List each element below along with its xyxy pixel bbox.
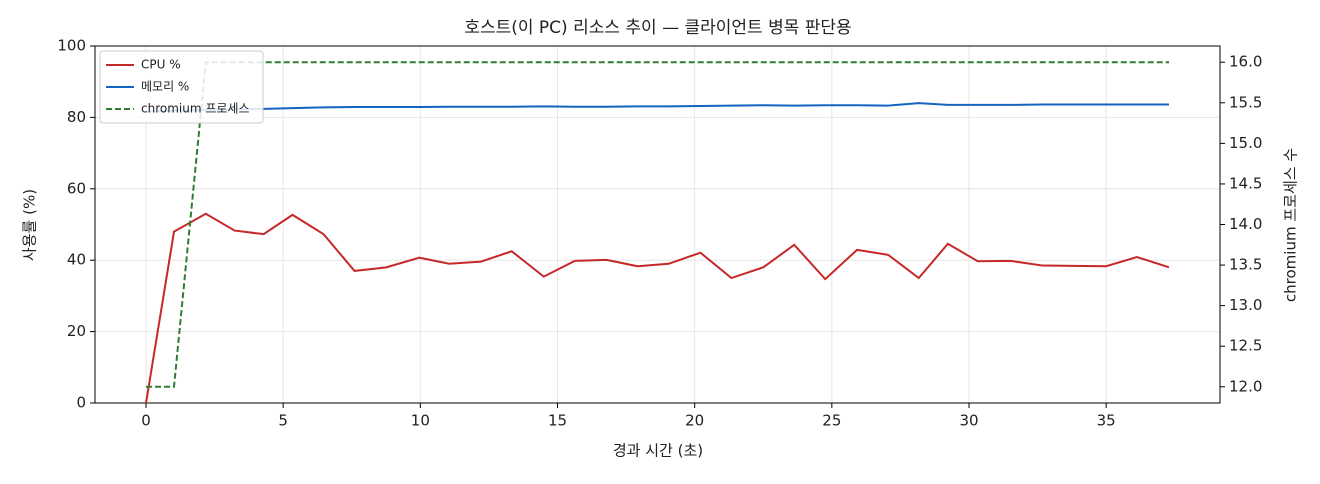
legend-label: chromium 프로세스 [141, 102, 250, 116]
x-tick-label: 10 [411, 412, 430, 430]
legend-label: CPU % [141, 58, 181, 72]
legend-box [99, 50, 264, 124]
y-tick-label: 0 [76, 394, 86, 412]
y-tick-label: 20 [67, 322, 86, 340]
y2-tick-label: 13.5 [1229, 256, 1262, 274]
x-tick-label: 30 [959, 412, 978, 430]
y-tick-label: 40 [67, 251, 86, 269]
series-line [145, 102, 1169, 113]
y2-tick-label: 13.0 [1229, 296, 1262, 314]
y-tick-label: 100 [57, 37, 86, 55]
x-tick-label: 35 [1097, 412, 1116, 430]
y2-axis-label: chromium 프로세스 수 [1282, 148, 1300, 302]
series-line [145, 212, 1170, 404]
x-tick-label: 25 [822, 412, 841, 430]
x-tick-label: 0 [141, 412, 151, 430]
y2-tick-label: 14.5 [1229, 174, 1262, 192]
series-line [146, 61, 1169, 388]
x-tick-label: 20 [685, 412, 704, 430]
y-tick-label: 60 [67, 179, 86, 197]
legend-label: 메모리 % [141, 80, 189, 94]
y-axis-label: 사용률 (%) [21, 189, 39, 261]
x-axis-label: 경과 시간 (초) [613, 442, 703, 460]
y2-tick-label: 14.0 [1229, 215, 1262, 233]
y2-tick-label: 15.5 [1229, 93, 1262, 111]
chart-title: 호스트(이 PC) 리소스 추이 — 클라이언트 병목 판단용 [464, 18, 851, 38]
plot-frame [94, 45, 1221, 404]
x-tick-label: 15 [548, 412, 567, 430]
legend: CPU % 메모리 % chromium 프로세스 [99, 50, 264, 124]
y2-tick-label: 16.0 [1229, 53, 1262, 71]
y2-tick-label: 12.0 [1229, 377, 1262, 395]
y2-tick-label: 15.0 [1229, 134, 1262, 152]
y-tick-label: 80 [67, 108, 86, 126]
x-tick-label: 5 [278, 412, 288, 430]
y2-tick-label: 12.5 [1229, 337, 1262, 355]
